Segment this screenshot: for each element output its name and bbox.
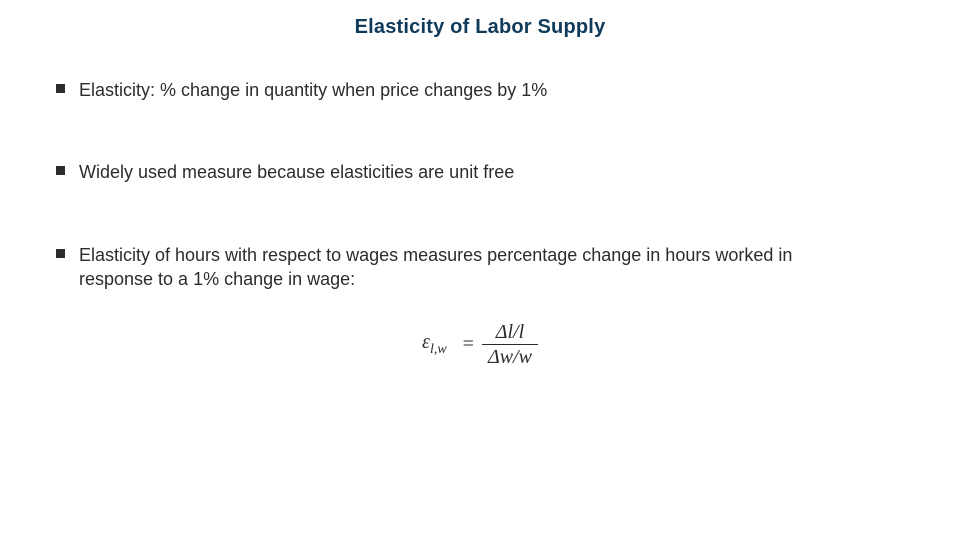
bullet-text: Widely used measure because elasticities… <box>79 160 514 184</box>
bullet-item: Elasticity of hours with respect to wage… <box>56 243 860 292</box>
formula-equals: = <box>463 333 474 356</box>
bullet-marker <box>56 166 65 175</box>
bullet-text: Elasticity of hours with respect to wage… <box>79 243 860 292</box>
formula-var: ε <box>422 331 430 353</box>
slide-title: Elasticity of Labor Supply <box>0 16 960 39</box>
bullet-marker <box>56 84 65 93</box>
bullet-text: Elasticity: % change in quantity when pr… <box>79 78 547 102</box>
formula: εl,w = Δl/l Δw/w <box>0 320 960 369</box>
bullet-item: Widely used measure because elasticities… <box>56 160 860 184</box>
formula-subscript: l,w <box>430 342 447 357</box>
formula-numerator: Δl/l <box>490 320 530 344</box>
bullet-marker <box>56 249 65 258</box>
bullet-item: Elasticity: % change in quantity when pr… <box>56 78 860 102</box>
formula-denominator: Δw/w <box>482 345 538 369</box>
formula-fraction: Δl/l Δw/w <box>482 320 538 369</box>
formula-lhs: εl,w <box>422 331 447 358</box>
bullet-list: Elasticity: % change in quantity when pr… <box>56 78 860 291</box>
